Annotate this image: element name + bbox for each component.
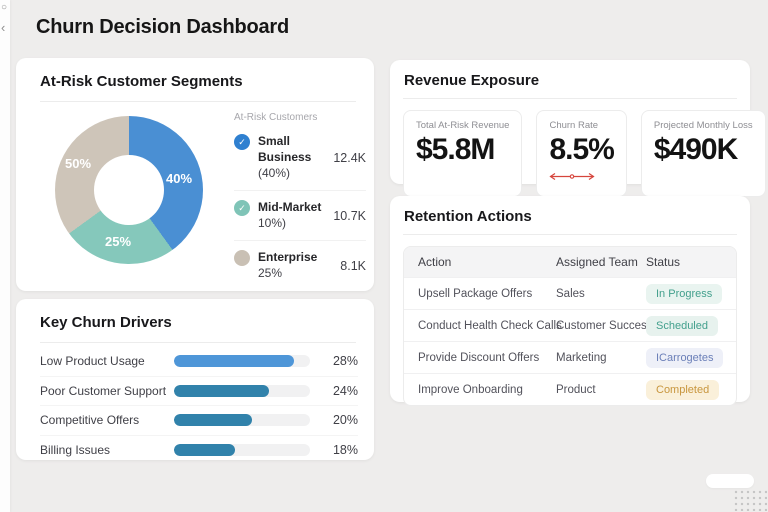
driver-row: Poor Customer Support 24%	[40, 377, 358, 406]
bar-fill	[174, 414, 252, 427]
team-cell: Product	[556, 383, 596, 396]
divider	[403, 98, 737, 99]
floating-pill	[706, 474, 754, 488]
table-row[interactable]: Improve Onboarding Product Completed	[404, 373, 736, 405]
driver-row: Competitive Offers 20%	[40, 406, 358, 436]
left-rail: ○ ‹	[0, 0, 10, 512]
page-title: Churn Decision Dashboard	[36, 16, 290, 38]
drivers-card: Key Churn Drivers Low Product Usage 28% …	[16, 299, 374, 460]
legend-item-label: Enterprise	[258, 250, 318, 265]
kpi-label: Churn Rate	[549, 120, 599, 131]
divider	[234, 240, 366, 242]
legend-title: At-Risk Customers	[234, 112, 318, 123]
bar-fill	[174, 444, 236, 457]
driver-value: 24%	[332, 383, 358, 398]
action-cell: Conduct Health Check Calls	[418, 319, 562, 332]
column-header-action: Action	[418, 255, 452, 269]
driver-value: 28%	[332, 354, 358, 369]
donut-label-enterprise: 50%	[65, 156, 92, 171]
table-row[interactable]: Provide Discount Offers Marketing ICarro…	[404, 341, 736, 373]
table-row[interactable]: Conduct Health Check Calls Customer Succ…	[404, 309, 736, 341]
legend-item-percent: 10%)	[258, 216, 287, 231]
status-badge: ICarrogetes	[646, 347, 724, 368]
bar-track	[174, 414, 310, 427]
legend-item-value: 12.4K	[333, 150, 366, 165]
checkbox-icon[interactable]	[234, 250, 250, 267]
donut-label-small-business: 40%	[166, 171, 193, 186]
driver-label: Low Product Usage	[40, 354, 145, 369]
legend-item-small-business[interactable]: ✓ Small Business (40%) 12.4K	[234, 133, 366, 190]
donut-chart: 40% 25% 50%	[55, 116, 203, 264]
table-header-row: Action Assigned Team Status	[404, 247, 736, 277]
retention-actions-table: Action Assigned Team Status Upsell Packa…	[403, 246, 737, 406]
divider	[40, 101, 356, 102]
legend-item-label: Mid-Market	[258, 200, 322, 215]
kpi-total-at-risk-revenue: Total At-Risk Revenue $5.8M	[403, 110, 523, 197]
range-arrow-icon	[549, 168, 613, 186]
legend-item-enterprise[interactable]: Enterprise 25% 8.1K	[234, 249, 366, 290]
driver-value: 20%	[332, 413, 358, 428]
driver-label: Billing Issues	[40, 443, 111, 458]
legend-item-percent: 25%	[258, 266, 283, 281]
bar-track	[174, 444, 310, 457]
revenue-card-title: Revenue Exposure	[404, 72, 540, 89]
donut-label-mid-market: 25%	[105, 234, 132, 249]
team-cell: Marketing	[556, 351, 607, 364]
bar-track	[174, 384, 310, 397]
kpi-value: $490K	[653, 133, 738, 166]
driver-label: Competitive Offers	[40, 413, 140, 428]
legend-item-mid-market[interactable]: ✓ Mid-Market 10%) 10.7K	[234, 199, 366, 240]
action-cell: Upsell Package Offers	[418, 287, 533, 300]
divider	[234, 190, 366, 192]
actions-card: Retention Actions Action Assigned Team S…	[390, 196, 750, 406]
kpi-label: Projected Monthly Loss	[653, 120, 753, 131]
driver-value: 18%	[332, 443, 358, 458]
status-badge: Completed	[646, 379, 720, 400]
kpi-label: Total At-Risk Revenue	[416, 120, 510, 131]
resize-grip-dots[interactable]	[733, 489, 767, 511]
checkbox-icon[interactable]: ✓	[234, 200, 250, 217]
segments-card: At-Risk Customer Segments 40% 25% 50% At…	[16, 58, 374, 291]
team-cell: Sales	[556, 287, 585, 300]
status-badge: Scheduled	[646, 315, 718, 336]
donut-legend: At-Risk Customers ✓ Small Business (40%)…	[234, 112, 366, 290]
column-header-assigned-team: Assigned Team	[556, 255, 638, 269]
driver-label: Poor Customer Support	[40, 383, 167, 398]
bar-fill	[174, 355, 294, 368]
kpi-churn-rate: Churn Rate 8.5%	[536, 110, 627, 197]
kpi-value: $5.8M	[416, 133, 495, 166]
status-badge: In Progress	[646, 283, 723, 304]
divider	[40, 342, 356, 343]
driver-row: Billing Issues 18%	[40, 436, 358, 466]
legend-item-value: 8.1K	[340, 258, 366, 273]
team-cell: Customer Success	[556, 319, 653, 332]
column-header-status: Status	[646, 255, 681, 269]
revenue-card: Revenue Exposure Total At-Risk Revenue $…	[390, 60, 766, 197]
kpi-value: 8.5%	[549, 133, 614, 166]
driver-row: Low Product Usage 28%	[40, 347, 358, 377]
segments-card-title: At-Risk Customer Segments	[40, 73, 243, 90]
bar-fill	[174, 384, 270, 397]
back-chevron-icon[interactable]: ‹	[1, 20, 6, 35]
divider	[403, 234, 737, 235]
legend-item-label: Small Business	[258, 134, 312, 165]
bar-track	[174, 355, 310, 368]
table-row[interactable]: Upsell Package Offers Sales In Progress	[404, 277, 736, 309]
kpi-row: Total At-Risk Revenue $5.8M Churn Rate 8…	[390, 99, 766, 208]
drivers-bar-chart: Low Product Usage 28% Poor Customer Supp…	[16, 343, 374, 465]
circle-icon[interactable]: ○	[1, 2, 8, 13]
action-cell: Improve Onboarding	[418, 383, 523, 396]
actions-card-title: Retention Actions	[404, 208, 532, 225]
legend-item-value: 10.7K	[333, 208, 366, 223]
kpi-projected-monthly-loss: Projected Monthly Loss $490K	[640, 110, 766, 197]
legend-item-percent: (40%)	[258, 166, 291, 181]
drivers-card-title: Key Churn Drivers	[40, 314, 172, 331]
checkbox-icon[interactable]: ✓	[234, 134, 250, 150]
action-cell: Provide Discount Offers	[418, 351, 540, 364]
